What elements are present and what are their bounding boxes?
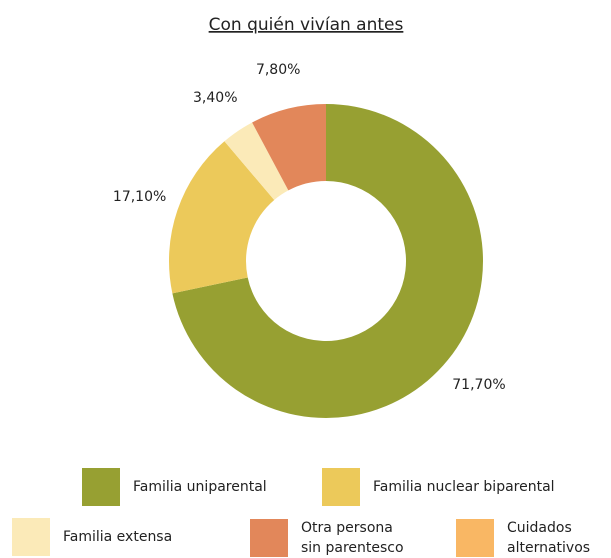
data-label: 7,80% — [256, 62, 300, 78]
legend-label: Familia uniparental — [133, 479, 267, 495]
legend-swatch — [12, 518, 50, 556]
legend-item: Familia nuclear biparental — [322, 468, 555, 506]
donut-slice — [224, 122, 289, 201]
donut-slice — [169, 141, 275, 294]
legend-swatch — [322, 468, 360, 506]
donut-slice — [172, 104, 484, 418]
data-label: 71,70% — [452, 377, 505, 393]
data-label: 3,40% — [193, 90, 237, 106]
legend-label: Cuidados alternativos — [507, 520, 591, 556]
legend-label: Otra persona sin parentesco — [301, 520, 404, 556]
legend-item: Familia extensa — [12, 518, 173, 556]
legend-swatch — [82, 468, 120, 506]
legend-swatch — [456, 519, 494, 557]
data-label: 17,10% — [113, 189, 166, 205]
legend-item: Cuidados alternativos — [456, 518, 611, 558]
legend-item: Otra persona sin parentesco — [250, 518, 411, 558]
chart-title: Con quién vivían antes — [209, 15, 404, 35]
legend-label: Familia nuclear biparental — [373, 479, 555, 495]
legend-swatch — [250, 519, 288, 557]
donut-slice — [252, 104, 326, 191]
legend-item: Familia uniparental — [82, 468, 267, 506]
legend-label: Familia extensa — [63, 529, 173, 545]
